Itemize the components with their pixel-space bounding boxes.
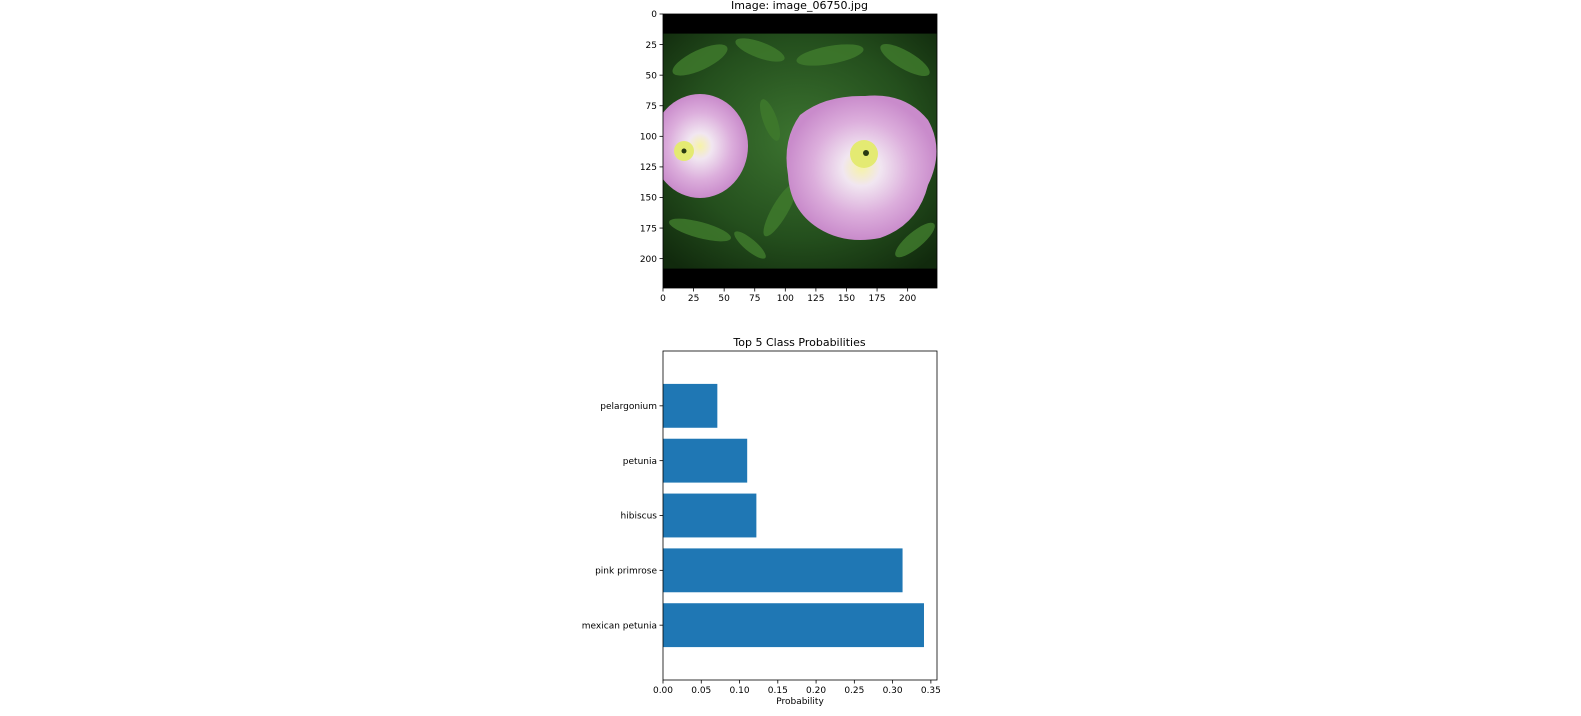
bar-axes-frame bbox=[662, 350, 938, 681]
image-x-tick-label: 100 bbox=[777, 294, 794, 304]
flower-photo bbox=[663, 14, 937, 288]
bar-y-ticks: mexican petunia pink primrose hibiscus petu… bbox=[582, 402, 663, 631]
image-y-tick-label: 150 bbox=[640, 194, 657, 204]
bar-mexican-petunia bbox=[663, 603, 924, 648]
bar-x-ticks: 0.00 0.05 0.10 0.15 0.20 0.25 0.30 0.35 bbox=[653, 680, 941, 696]
image-y-ticks: 0 25 50 75 100 125 150 175 200 bbox=[640, 10, 663, 265]
image-x-tick-label: 0 bbox=[660, 294, 666, 304]
image-x-ticks: 0 25 50 75 100 125 150 175 200 bbox=[660, 288, 917, 304]
image-y-tick-label: 100 bbox=[640, 133, 657, 143]
image-y-tick-label: 25 bbox=[646, 41, 657, 51]
bar-x-tick-label: 0.25 bbox=[844, 686, 864, 696]
image-x-tick-label: 75 bbox=[749, 294, 760, 304]
bar-category-label: pink primrose bbox=[595, 567, 657, 577]
bar-x-tick-label: 0.15 bbox=[768, 686, 788, 696]
image-x-tick-label: 125 bbox=[807, 294, 824, 304]
bar-category-label: mexican petunia bbox=[582, 621, 657, 631]
bar-x-tick-label: 0.05 bbox=[691, 686, 711, 696]
image-y-tick-label: 200 bbox=[640, 255, 657, 265]
flower-right bbox=[786, 95, 937, 241]
bar-x-tick-label: 0.35 bbox=[921, 686, 941, 696]
image-y-tick-label: 125 bbox=[640, 163, 657, 173]
bar-petunia bbox=[663, 438, 748, 483]
bar-chart-title: Top 5 Class Probabilities bbox=[732, 336, 865, 349]
image-title: Image: image_06750.jpg bbox=[731, 0, 868, 12]
foliage bbox=[669, 38, 935, 259]
image-y-tick-label: 75 bbox=[646, 102, 657, 112]
image-x-tick-label: 150 bbox=[838, 294, 855, 304]
bar-x-axis-label: Probability bbox=[776, 697, 824, 707]
flower-left bbox=[663, 94, 748, 198]
bar-axes: Top 5 Class Probabilities mexican petuni… bbox=[582, 336, 941, 707]
bar-x-tick-label: 0.30 bbox=[883, 686, 903, 696]
image-x-tick-label: 175 bbox=[868, 294, 885, 304]
image-y-tick-label: 175 bbox=[640, 224, 657, 234]
bar-x-tick-label: 0.10 bbox=[730, 686, 750, 696]
bars bbox=[663, 383, 924, 648]
bar-hibiscus bbox=[663, 493, 757, 538]
bar-x-tick-label: 0.00 bbox=[653, 686, 673, 696]
bar-pink-primrose bbox=[663, 548, 903, 593]
image-x-tick-label: 50 bbox=[718, 294, 730, 304]
image-x-tick-label: 25 bbox=[688, 294, 699, 304]
bar-x-tick-label: 0.20 bbox=[806, 686, 826, 696]
bar-pelargonium bbox=[663, 383, 718, 428]
bar-category-label: pelargonium bbox=[600, 402, 657, 412]
bar-category-label: hibiscus bbox=[621, 512, 658, 522]
image-axes-frame bbox=[662, 13, 938, 289]
image-y-tick-label: 0 bbox=[651, 10, 657, 20]
image-x-tick-label: 200 bbox=[899, 294, 916, 304]
image-axes: Image: image_06750.jpg bbox=[640, 0, 938, 304]
image-y-tick-label: 50 bbox=[646, 71, 658, 81]
bar-category-label: petunia bbox=[623, 457, 657, 467]
